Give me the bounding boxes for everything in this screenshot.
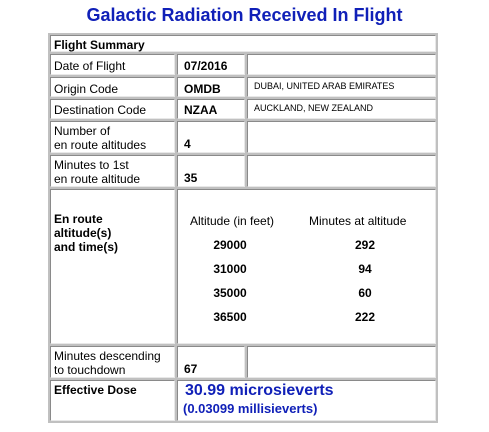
minutes-to-first-label-line2: en route altitude bbox=[54, 172, 141, 186]
date-of-flight-label: Date of Flight bbox=[50, 54, 175, 75]
minutes-row-4: 222 bbox=[354, 310, 376, 324]
flight-summary-table: Flight Summary Date of Flight 07/2016 Or… bbox=[48, 33, 438, 423]
altitude-row-2: 31000 bbox=[213, 262, 247, 276]
date-of-flight-extra bbox=[247, 54, 436, 75]
dose-millisieverts: (0.03099 millisieverts) bbox=[183, 401, 318, 416]
destination-code-label: Destination Code bbox=[50, 99, 175, 119]
altitude-row-3: 35000 bbox=[213, 286, 247, 300]
altitude-column-header: Altitude (in feet) bbox=[190, 214, 275, 228]
origin-code-value: OMDB bbox=[177, 77, 245, 97]
origin-code-label: Origin Code bbox=[50, 77, 175, 97]
minutes-to-first-label-line1: Minutes to 1st bbox=[54, 158, 129, 172]
minutes-row-3: 60 bbox=[358, 286, 372, 300]
origin-name: DUBAI, UNITED ARAB EMIRATES bbox=[247, 77, 436, 97]
minutes-descending-label-line1: Minutes descending bbox=[54, 349, 161, 363]
destination-code-value: NZAA bbox=[177, 99, 245, 119]
effective-dose-label: Effective Dose bbox=[50, 380, 175, 421]
en-route-label-line2: altitude(s) bbox=[54, 226, 112, 240]
minutes-descending-label: Minutes descending to touchdown bbox=[50, 346, 175, 378]
destination-name: AUCKLAND, NEW ZEALAND bbox=[247, 99, 436, 119]
altitudes-count-label-line1: Number of bbox=[54, 124, 111, 138]
page-title: Galactic Radiation Received In Flight bbox=[86, 5, 403, 25]
summary-heading: Flight Summary bbox=[50, 35, 436, 52]
minutes-to-first-extra bbox=[247, 155, 436, 187]
en-route-label: En route altitude(s) and time(s) bbox=[50, 189, 175, 344]
en-route-label-line1: En route bbox=[54, 212, 103, 226]
minutes-descending-value: 67 bbox=[177, 346, 245, 378]
altitudes-count-label-line2: en route altitudes bbox=[54, 138, 147, 152]
altitudes-count-value: 4 bbox=[177, 121, 245, 153]
minutes-descending-extra bbox=[247, 346, 436, 378]
minutes-column-header: Minutes at altitude bbox=[309, 214, 407, 228]
altitude-row-4: 36500 bbox=[213, 310, 247, 324]
altitudes-count-extra bbox=[247, 121, 436, 153]
minutes-to-first-label: Minutes to 1st en route altitude bbox=[50, 155, 175, 187]
effective-dose-value: 30.99 microsieverts (0.03099 millisiever… bbox=[177, 380, 436, 421]
date-of-flight-value: 07/2016 bbox=[177, 54, 245, 75]
minutes-to-first-value: 35 bbox=[177, 155, 245, 187]
altitude-row-1: 29000 bbox=[213, 238, 247, 252]
minutes-row-1: 292 bbox=[354, 238, 376, 252]
altitudes-count-label: Number of en route altitudes bbox=[50, 121, 175, 153]
minutes-row-2: 94 bbox=[358, 262, 372, 276]
en-route-table: Altitude (in feet) Minutes at altitude 2… bbox=[177, 189, 436, 344]
minutes-descending-label-line2: to touchdown bbox=[54, 363, 126, 377]
dose-microsieverts: 30.99 microsieverts bbox=[185, 382, 334, 399]
en-route-label-line3: and time(s) bbox=[54, 240, 119, 254]
